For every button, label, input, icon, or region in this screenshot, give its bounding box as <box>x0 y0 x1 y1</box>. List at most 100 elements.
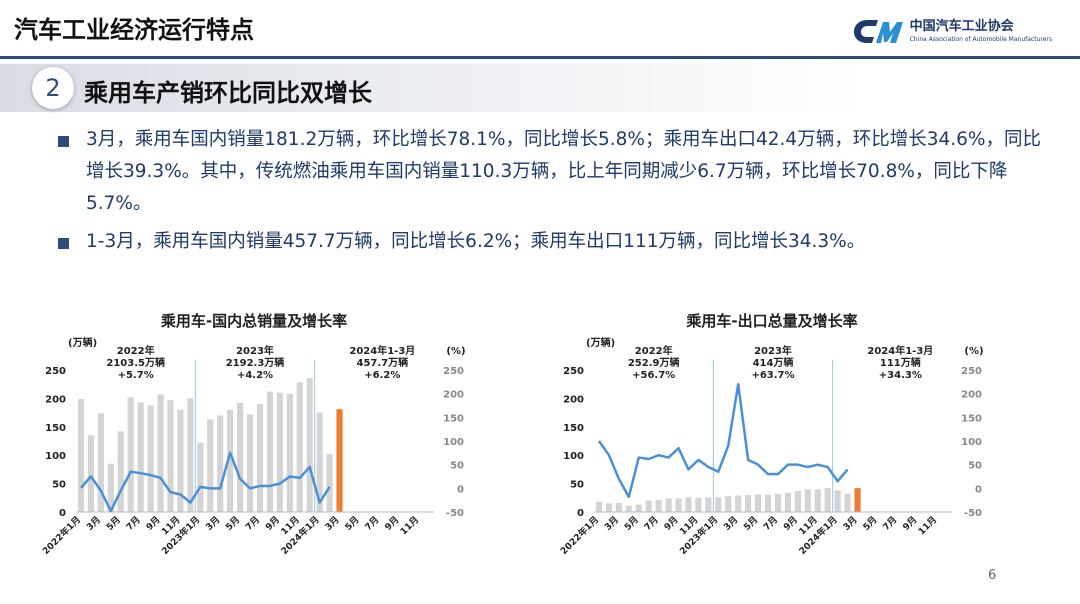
bar <box>187 398 194 512</box>
chart-title: 乘用车-国内总销量及增长率 <box>160 312 347 330</box>
x-tick-label: 7月 <box>762 514 781 533</box>
x-tick-label: 3月 <box>204 514 223 533</box>
bar <box>735 495 742 512</box>
bar <box>296 382 303 512</box>
growth-rate-line <box>597 382 849 499</box>
left-axis-unit: (万辆) <box>68 336 97 349</box>
bar <box>197 442 204 512</box>
domestic-sales-chart: 乘用车-国内总销量及增长率 (万辆) (%) 0 50 100 150 200 250 -50 0 5… <box>40 312 466 557</box>
bar <box>127 397 134 512</box>
y-tick-right: 200 <box>443 390 464 401</box>
bar <box>645 500 652 512</box>
y-tick-right: 250 <box>443 366 464 377</box>
y-tick-left: 150 <box>45 423 66 434</box>
y-tick-left: 50 <box>52 480 66 491</box>
section-number: 2 <box>32 67 74 109</box>
bar <box>814 489 821 512</box>
period-annotation: 2024年1-3月 <box>349 344 415 357</box>
square-bullet-icon <box>58 136 69 147</box>
y-tick-left: 200 <box>45 394 66 405</box>
period-annotation: 2022年 <box>117 344 155 357</box>
caam-logo-icon <box>853 20 903 43</box>
bar <box>804 489 811 512</box>
bar <box>784 492 791 512</box>
bar <box>276 392 283 512</box>
header-divider <box>0 56 1080 59</box>
period-annotation: +63.7% <box>751 370 794 381</box>
bullet-text: 3月，乘用车国内销量181.2万辆，环比增长78.1%，同比增长5.8%；乘用车… <box>86 129 1041 214</box>
logo: 中国汽车工业协会 China Association of Automobile… <box>852 14 1052 48</box>
bar <box>715 497 722 512</box>
right-axis-unit: (%) <box>964 346 983 357</box>
y-tick-left: 250 <box>563 366 584 377</box>
bar <box>834 490 841 512</box>
x-tick-label: 3月 <box>84 514 103 533</box>
x-tick-label: 5月 <box>622 514 641 533</box>
y-tick-left: 250 <box>45 366 66 377</box>
x-tick-label: 3月 <box>841 514 860 533</box>
x-tick-label: 7月 <box>244 514 263 533</box>
period-annotation: 2023年 <box>754 344 792 357</box>
y-tick-right: 50 <box>450 461 464 472</box>
y-tick-right: 100 <box>443 437 464 448</box>
page-title: 汽车工业经济运行特点 <box>14 16 254 44</box>
bar <box>725 496 732 512</box>
logo-name-en: China Association of Automobile Manufact… <box>909 35 1052 43</box>
period-annotation: 2103.5万辆 <box>106 356 165 369</box>
x-tick-label: 5月 <box>343 514 362 533</box>
export-sales-chart: 乘用车-出口总量及增长率 (万辆) (%) 0 50 100 150 200 250 -50 0 50… <box>558 312 984 557</box>
bar <box>227 409 234 512</box>
bar <box>794 490 801 512</box>
bar <box>764 494 772 512</box>
period-annotation: +4.2% <box>237 370 273 381</box>
highlight-bar <box>336 409 343 512</box>
bar <box>266 391 273 512</box>
bar <box>286 393 293 512</box>
bullet-list: 3月，乘用车国内销量181.2万辆，环比增长78.1%，同比增长5.8%；乘用车… <box>54 124 1054 264</box>
bar <box>774 493 782 512</box>
y-tick-right: 200 <box>961 390 982 401</box>
left-axis-unit: (万辆) <box>586 336 615 349</box>
section-banner: 2 乘用车产销环比同比双增长 <box>0 64 1080 112</box>
x-tick-label: 11月 <box>398 514 421 537</box>
y-tick-right: 150 <box>961 413 982 424</box>
period-annotation: +34.3% <box>879 370 922 381</box>
x-tick-label: 5月 <box>224 514 243 533</box>
chart-title: 乘用车-出口总量及增长率 <box>685 312 857 330</box>
x-tick-label: 5月 <box>861 514 880 533</box>
growth-rate-line <box>80 451 331 513</box>
y-tick-left: 100 <box>45 451 66 462</box>
bar <box>685 497 692 512</box>
bar <box>147 405 154 512</box>
bar <box>167 400 174 512</box>
y-tick-right: 50 <box>968 461 982 472</box>
bar <box>755 494 762 512</box>
bullet-text: 1-3月，乘用车国内销量457.7万辆，同比增长6.2%；乘用车出口111万辆，… <box>86 231 866 252</box>
x-tick-label: 2022年1月 <box>40 514 83 557</box>
y-tick-right: 0 <box>975 484 982 495</box>
bar <box>207 419 214 512</box>
period-annotation: 2022年 <box>635 344 673 357</box>
section-title: 乘用车产销环比同比双增长 <box>84 79 372 107</box>
y-tick-right: 250 <box>961 366 982 377</box>
bar <box>87 435 94 512</box>
bar <box>326 454 333 512</box>
x-tick-label: 7月 <box>642 514 661 533</box>
bar <box>177 409 184 512</box>
bar <box>246 414 254 512</box>
x-tick-label: 5月 <box>742 514 761 533</box>
bar <box>605 503 612 512</box>
bar <box>695 497 702 512</box>
logo-name-cn: 中国汽车工业协会 <box>909 18 1014 34</box>
bar <box>117 431 124 512</box>
x-tick-label: 7月 <box>124 514 143 533</box>
period-annotation: 457.7万辆 <box>357 356 409 369</box>
right-axis-unit: (%) <box>446 346 465 357</box>
bar <box>77 398 85 512</box>
y-tick-right: 100 <box>961 437 982 448</box>
y-tick-right: 150 <box>443 413 464 424</box>
y-tick-left: 50 <box>570 480 584 491</box>
bar <box>97 413 104 512</box>
period-annotation: 2023年 <box>236 344 274 357</box>
bar <box>745 494 752 512</box>
